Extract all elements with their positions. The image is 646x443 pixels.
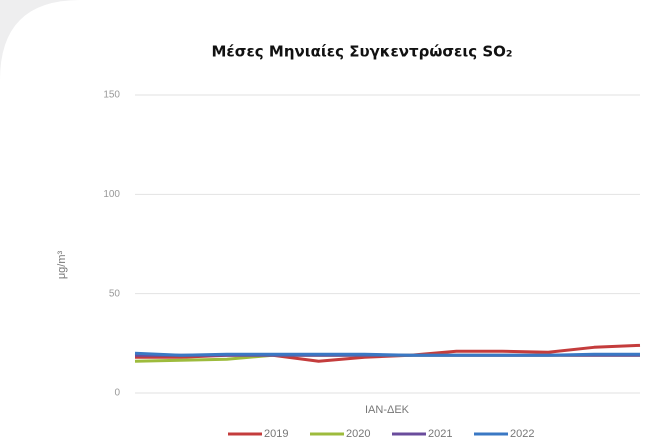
y-tick-label: 50 bbox=[109, 288, 121, 299]
y-tick-label: 100 bbox=[103, 189, 120, 200]
y-tick-label: 0 bbox=[114, 388, 120, 399]
series-line bbox=[134, 351, 640, 357]
y-tick-label: 150 bbox=[103, 90, 120, 101]
legend-label: 2021 bbox=[428, 428, 452, 440]
chart-title: Μέσες Μηνιαίες Συγκεντρώσεις SO₂ bbox=[212, 43, 513, 61]
legend-label: 2022 bbox=[510, 428, 534, 440]
legend-label: 2020 bbox=[346, 428, 370, 440]
legend-label: 2019 bbox=[264, 428, 288, 440]
x-axis-label: ΙΑΝ-ΔΕΚ bbox=[365, 404, 410, 416]
y-axis-label: μg/m³ bbox=[56, 250, 68, 279]
